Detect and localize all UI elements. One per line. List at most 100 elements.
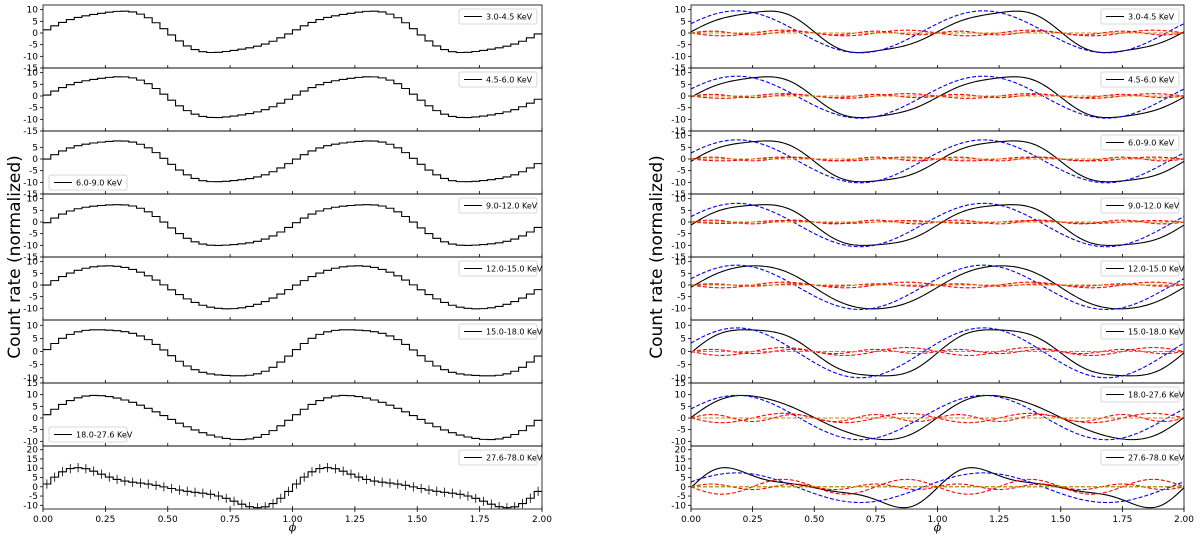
y-tick-label: 5 (32, 143, 38, 153)
y-tick-label: 5 (32, 402, 38, 412)
series-line-1st-harmonic (691, 394, 1184, 441)
legend-label: 15.0-18.0 KeV (1128, 328, 1185, 337)
legend-box (1100, 197, 1180, 214)
panel-data (43, 204, 542, 246)
y-tick-label: 5 (32, 474, 38, 484)
x-tick-label: 0.50 (158, 515, 178, 525)
y-tick-label: -10 (671, 241, 686, 251)
legend: 15.0-18.0 KeV (458, 323, 543, 340)
y-tick-label: 0 (680, 29, 686, 39)
y-tick-label: -10 (23, 501, 38, 511)
y-tick-label: -15 (671, 64, 686, 74)
y-tick-label: 0 (32, 281, 38, 291)
y-tick-label: -5 (677, 492, 686, 502)
panel-data (691, 264, 1184, 311)
series-line-1st-harmonic (691, 10, 1184, 54)
y-tick-label: 5 (680, 17, 686, 27)
legend-box (458, 71, 538, 88)
y-tick-label: 5 (32, 269, 38, 279)
legend-label: 4.5-6.0 KeV (1128, 76, 1175, 85)
y-tick-label: 0 (32, 218, 38, 228)
legend: 4.5-6.0 KeV (1100, 71, 1180, 88)
series-line-1st-harmonic (691, 264, 1184, 311)
series-line-data (43, 329, 542, 377)
series-line-1st-harmonic (691, 75, 1184, 119)
x-tick-label: 1.00 (282, 515, 302, 525)
legend-label: 18.0-27.6 KeV (76, 431, 133, 440)
y-tick-label: 10 (675, 69, 687, 79)
legend-box (458, 197, 538, 214)
series-line-model (691, 467, 1184, 509)
legend-box (458, 323, 538, 340)
y-tick-label: 0 (32, 92, 38, 102)
x-tick-label: 0.75 (220, 515, 240, 525)
legend-box (458, 8, 538, 25)
y-tick-label: 0 (680, 348, 686, 358)
panel-data (691, 467, 1184, 509)
y-tick-label: -10 (23, 304, 38, 314)
y-tick-label: -5 (677, 167, 686, 177)
legend-box (1100, 323, 1180, 340)
y-tick-label: 5 (32, 17, 38, 27)
y-tick-label: -15 (671, 190, 686, 200)
series-line-data (43, 265, 542, 310)
panel: 10 5 0 -5 -10 15.0-18.0 KeV (671, 319, 1185, 384)
y-axis-label: Count rate (normalized) (647, 155, 667, 359)
y-tick-label: 10 (27, 464, 39, 474)
y-tick-label: -5 (677, 361, 686, 371)
y-tick-label: -5 (29, 293, 38, 303)
y-tick-label: 0 (680, 155, 686, 165)
y-tick-label: 15 (675, 455, 686, 465)
legend-label: 4.5-6.0 KeV (486, 76, 533, 85)
panel-data (691, 10, 1184, 54)
y-tick-label: -15 (23, 190, 38, 200)
y-tick-label: -5 (677, 426, 686, 436)
series-line-1st-harmonic (691, 139, 1184, 184)
panel-data (43, 10, 542, 54)
legend-box (458, 260, 538, 277)
legend: 4.5-6.0 KeV (458, 71, 538, 88)
y-tick-label: 15 (27, 379, 38, 389)
y-tick-label: -5 (677, 293, 686, 303)
y-tick-label: 5 (32, 206, 38, 216)
y-tick-label: 10 (675, 132, 687, 142)
legend: 3.0-4.5 KeV (1100, 8, 1180, 25)
y-tick-label: -5 (677, 41, 686, 51)
series-line-model (691, 265, 1184, 310)
legend: 18.0-27.6 KeV (48, 426, 133, 443)
y-tick-label: 0 (680, 281, 686, 291)
panel-data (43, 265, 542, 310)
x-tick-label: 0.25 (743, 515, 763, 525)
legend-label: 9.0-12.0 KeV (1128, 202, 1180, 211)
y-tick-label: 20 (675, 446, 687, 456)
y-tick-label: 0 (680, 414, 686, 424)
y-tick-label: 5 (680, 80, 686, 90)
legend-label: 6.0-9.0 KeV (1128, 139, 1175, 148)
y-tick-label: -15 (23, 64, 38, 74)
panel: 105 0 -5-10 -15 3.0-4.5 KeV (671, 4, 1185, 74)
y-axis-label: Count rate (normalized) (5, 155, 25, 359)
legend-label: 27.6-78.0 KeV (1128, 454, 1185, 463)
x-tick-label: 1.75 (1112, 515, 1132, 525)
y-tick-label: -15 (23, 253, 38, 263)
y-tick-label: -5 (29, 230, 38, 240)
y-tick-label: 0 (32, 155, 38, 165)
x-tick-label: 1.50 (1051, 515, 1071, 525)
y-tick-label: 10 (27, 258, 39, 268)
y-tick-label: 0 (680, 483, 686, 493)
y-tick-label: 10 (675, 195, 687, 205)
panel-data (43, 394, 542, 441)
legend-box (1100, 71, 1180, 88)
legend-label: 12.0-15.0 KeV (1128, 265, 1185, 274)
x-axis-label: ϕ (934, 521, 942, 534)
legend-label: 3.0-4.5 KeV (1128, 13, 1175, 22)
y-tick-label: -15 (23, 127, 38, 137)
y-tick-label: -10 (671, 501, 686, 511)
panel-data (691, 75, 1184, 119)
panel: 105 0 -5-10 -15 6.0-9.0 KeV (671, 130, 1185, 200)
y-tick-label: -5 (677, 104, 686, 114)
y-tick-label: 10 (27, 69, 39, 79)
legend: 27.6-78.0 KeV (1100, 449, 1185, 466)
